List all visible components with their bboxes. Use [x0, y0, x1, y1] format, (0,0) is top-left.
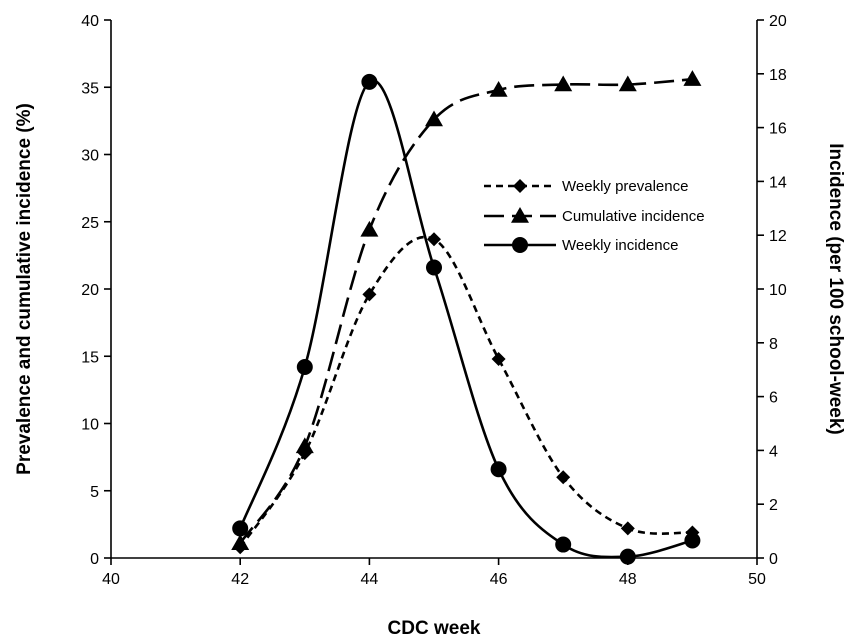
weekly-prevalence-point: [556, 470, 571, 485]
y-left-tick-label: 25: [81, 215, 99, 232]
x-tick-label: 48: [619, 571, 637, 588]
legend: Weekly prevalence Cumulative incidence Wee…: [484, 178, 705, 254]
weekly-incidence-point: [232, 520, 249, 537]
y-left-tick-label: 15: [81, 349, 99, 366]
weekly-incidence-point: [361, 73, 378, 90]
legend-cumulative-incidence-marker: [511, 207, 529, 223]
y-right-tick-label: 20: [769, 13, 787, 30]
y-left-tick-label: 40: [81, 13, 99, 30]
y-left-tick-label: 35: [81, 80, 99, 97]
weekly-prevalence-point: [491, 351, 506, 366]
y-left-tick-label: 0: [90, 551, 99, 568]
series-markers: [231, 70, 702, 565]
y-right-tick-label: 8: [769, 336, 778, 353]
weekly-incidence-point: [619, 548, 636, 565]
cumulative-incidence-point: [425, 110, 443, 127]
cumulative-incidence-point: [231, 534, 250, 550]
x-tick-label: 40: [102, 571, 120, 588]
y-right-tick-label: 18: [769, 67, 787, 84]
legend-weekly-incidence-marker: [512, 237, 528, 253]
legend-weekly-incidence-label: Weekly incidence: [562, 237, 678, 254]
weekly-prevalence-point: [427, 232, 441, 247]
cumulative-incidence-point: [295, 437, 314, 454]
axes: 40 42 44 46 48 500510152025303540024681012141…: [81, 13, 787, 588]
y-right-tick-label: 4: [769, 443, 778, 460]
weekly-prevalence-point: [620, 521, 635, 536]
weekly-incidence-point: [426, 259, 442, 276]
cumulative-incidence-line: [239, 77, 693, 544]
y-right-tick-label: 12: [769, 228, 787, 245]
x-tick-label: 42: [231, 571, 249, 588]
x-tick-label: 46: [490, 571, 508, 588]
cumulative-incidence-point: [554, 75, 573, 92]
y-axis-left-title: Prevalence and cumulative incidence (%): [14, 103, 35, 475]
y-right-tick-label: 16: [769, 121, 787, 138]
weekly-incidence-point: [296, 359, 313, 376]
y-right-tick-label: 2: [769, 497, 778, 514]
cumulative-incidence-point: [489, 80, 508, 97]
x-axis-title: CDC week: [388, 618, 481, 639]
y-right-tick-label: 10: [769, 282, 787, 299]
x-tick-label: 44: [361, 571, 379, 588]
weekly-incidence-point: [555, 536, 572, 553]
legend-cumulative-incidence-label: Cumulative incidence: [562, 208, 705, 225]
legend-weekly-prevalence-marker: [513, 179, 527, 193]
legend-weekly-prevalence-label: Weekly prevalence: [562, 178, 688, 195]
y-right-tick-label: 6: [769, 390, 778, 407]
weekly-incidence-point: [490, 461, 507, 478]
weekly-prevalence-line: [239, 235, 693, 548]
series-lines: [238, 77, 693, 559]
y-left-tick-label: 10: [81, 417, 99, 434]
y-left-tick-label: 20: [81, 282, 99, 299]
cumulative-incidence-point: [683, 70, 702, 86]
x-tick-label: 50: [748, 571, 766, 588]
cumulative-incidence-point: [360, 220, 379, 237]
y-right-tick-label: 0: [769, 551, 778, 568]
weekly-prevalence-point: [362, 287, 377, 302]
y-left-tick-label: 30: [81, 148, 99, 165]
weekly-incidence-point: [684, 532, 701, 549]
y-left-tick-label: 5: [90, 484, 99, 501]
y-axis-right-title: Incidence (per 100 school-week): [825, 143, 846, 434]
y-right-tick-label: 14: [769, 174, 787, 191]
weekly-incidence-line: [238, 79, 693, 559]
cumulative-incidence-point: [618, 75, 637, 92]
